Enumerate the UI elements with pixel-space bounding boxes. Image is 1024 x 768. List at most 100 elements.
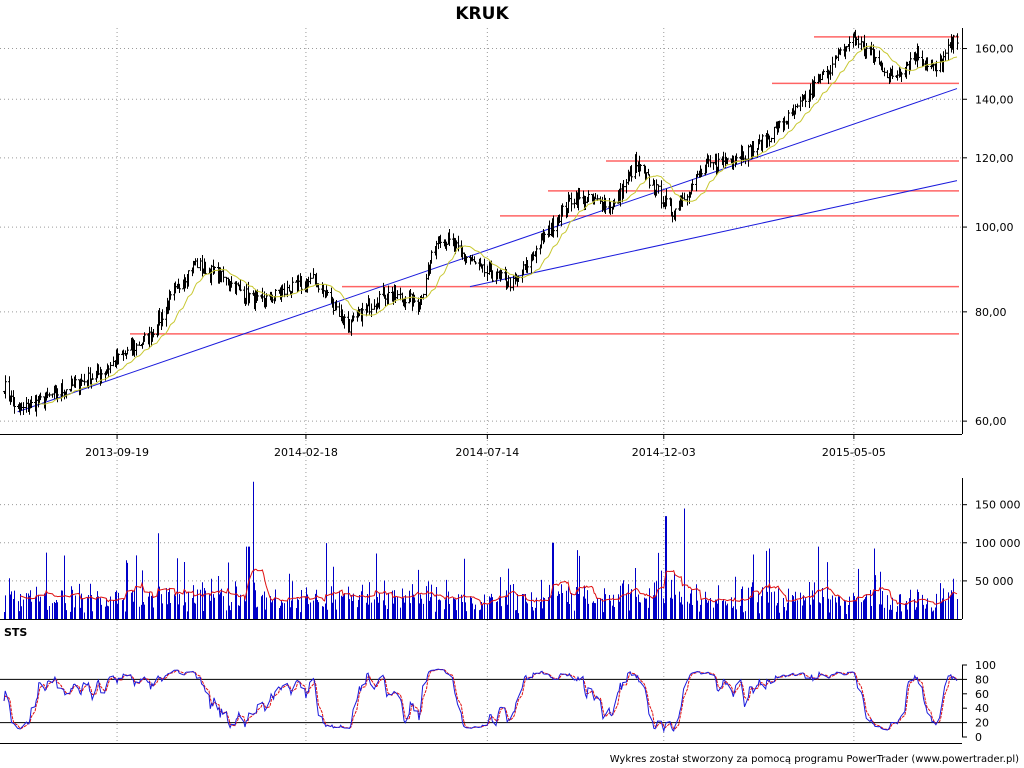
price-bar	[900, 71, 903, 83]
price-bar	[787, 110, 790, 129]
price-tick-label: 160,00	[975, 43, 1014, 56]
price-bar	[647, 168, 650, 176]
price-bar	[860, 36, 863, 51]
price-bar	[425, 273, 428, 297]
price-bar	[831, 56, 834, 76]
price-tick-label: 100,00	[975, 221, 1014, 234]
price-bar	[752, 140, 755, 158]
price-bar	[622, 180, 625, 199]
price-bar	[944, 49, 947, 62]
price-axis: 60,00 80,00 100,00 120,00 140,00 160,00	[0, 28, 1014, 435]
footer-credit: Wykres został stworzony za pomocą progra…	[610, 754, 1019, 765]
price-bar	[117, 353, 120, 365]
price-bar	[952, 34, 955, 54]
price-bar	[770, 137, 773, 143]
price-bar	[309, 272, 312, 285]
price-bar	[917, 45, 920, 61]
price-bar	[48, 392, 51, 398]
date-axis: 2013-09-19 2014-02-18 2014-07-14 2014-12-03…	[85, 434, 886, 459]
volume-axis: 50 000 100 000 150 000	[962, 478, 1021, 619]
price-bar	[891, 65, 894, 79]
price-bar	[799, 96, 802, 112]
price-bar	[312, 268, 315, 279]
price-bar	[630, 165, 633, 182]
volume-bars	[4, 481, 958, 619]
price-bar	[483, 258, 486, 277]
price-bar	[248, 292, 251, 304]
price-bar	[430, 250, 433, 264]
price-bar	[857, 35, 860, 49]
price-bar	[947, 38, 950, 61]
price-bar	[726, 158, 729, 165]
price-bar	[138, 341, 141, 347]
price-bar	[39, 392, 42, 401]
trendlines	[17, 88, 958, 413]
price-bar	[135, 342, 138, 356]
price-bar	[526, 260, 529, 274]
price-bar	[474, 261, 477, 265]
stochastic-label: STS	[4, 626, 27, 639]
price-bar	[143, 332, 146, 342]
price-bar	[657, 184, 660, 194]
price-bar	[839, 47, 842, 56]
price-bar	[712, 162, 715, 170]
price-bar	[338, 302, 341, 317]
price-bar	[747, 144, 750, 167]
price-bar	[161, 309, 164, 327]
price-bar	[886, 70, 889, 79]
price-bar	[778, 120, 781, 129]
price-bar	[491, 270, 494, 283]
price-bar	[804, 90, 807, 108]
price-bar	[935, 60, 938, 77]
date-tick-label: 2013-09-19	[85, 446, 149, 459]
price-bar	[674, 208, 677, 222]
stochastic-reference-lines	[0, 678, 962, 724]
price-bar	[735, 153, 738, 165]
price-bar	[169, 291, 172, 300]
date-tick-label: 2014-12-03	[632, 446, 696, 459]
price-bar	[660, 180, 663, 209]
price-bar	[535, 245, 538, 264]
price-bar	[709, 155, 712, 168]
price-bar	[261, 287, 264, 303]
price-bar	[291, 277, 294, 294]
price-bar	[152, 328, 155, 338]
price-bar	[187, 270, 190, 287]
price-bar	[683, 192, 686, 201]
price-bar	[509, 277, 512, 292]
date-tick-label: 2015-05-05	[822, 446, 886, 459]
price-bar	[909, 52, 912, 72]
price-bar	[91, 373, 94, 380]
price-bar	[570, 192, 573, 212]
price-bar	[561, 203, 564, 217]
price-bar	[265, 293, 268, 307]
price-bar	[796, 103, 799, 109]
price-bar	[222, 266, 225, 283]
price-bars	[3, 29, 959, 417]
stochastic-tick-label: 0	[975, 731, 982, 744]
price-bar	[761, 134, 764, 153]
price-bar	[639, 164, 642, 172]
price-bar	[500, 269, 503, 280]
price-tick-label: 60,00	[975, 415, 1007, 428]
price-bar	[4, 375, 7, 399]
price-bar	[883, 67, 886, 77]
price-bar	[865, 42, 868, 59]
price-bar	[717, 153, 720, 172]
price-bar	[300, 276, 303, 294]
moving-average-line	[38, 45, 958, 405]
price-bar	[109, 362, 112, 374]
price-bar	[126, 346, 129, 355]
price-bar	[439, 234, 442, 248]
price-bar	[22, 402, 25, 416]
volume-tick-label: 50 000	[975, 575, 1014, 588]
price-bar	[343, 314, 346, 329]
price-bar	[283, 283, 286, 298]
price-bar	[378, 290, 381, 310]
price-bar	[230, 276, 233, 288]
price-bar	[686, 194, 689, 206]
price-bar	[848, 36, 851, 52]
price-bar	[204, 261, 207, 275]
chart-title: KRUK	[455, 4, 509, 24]
